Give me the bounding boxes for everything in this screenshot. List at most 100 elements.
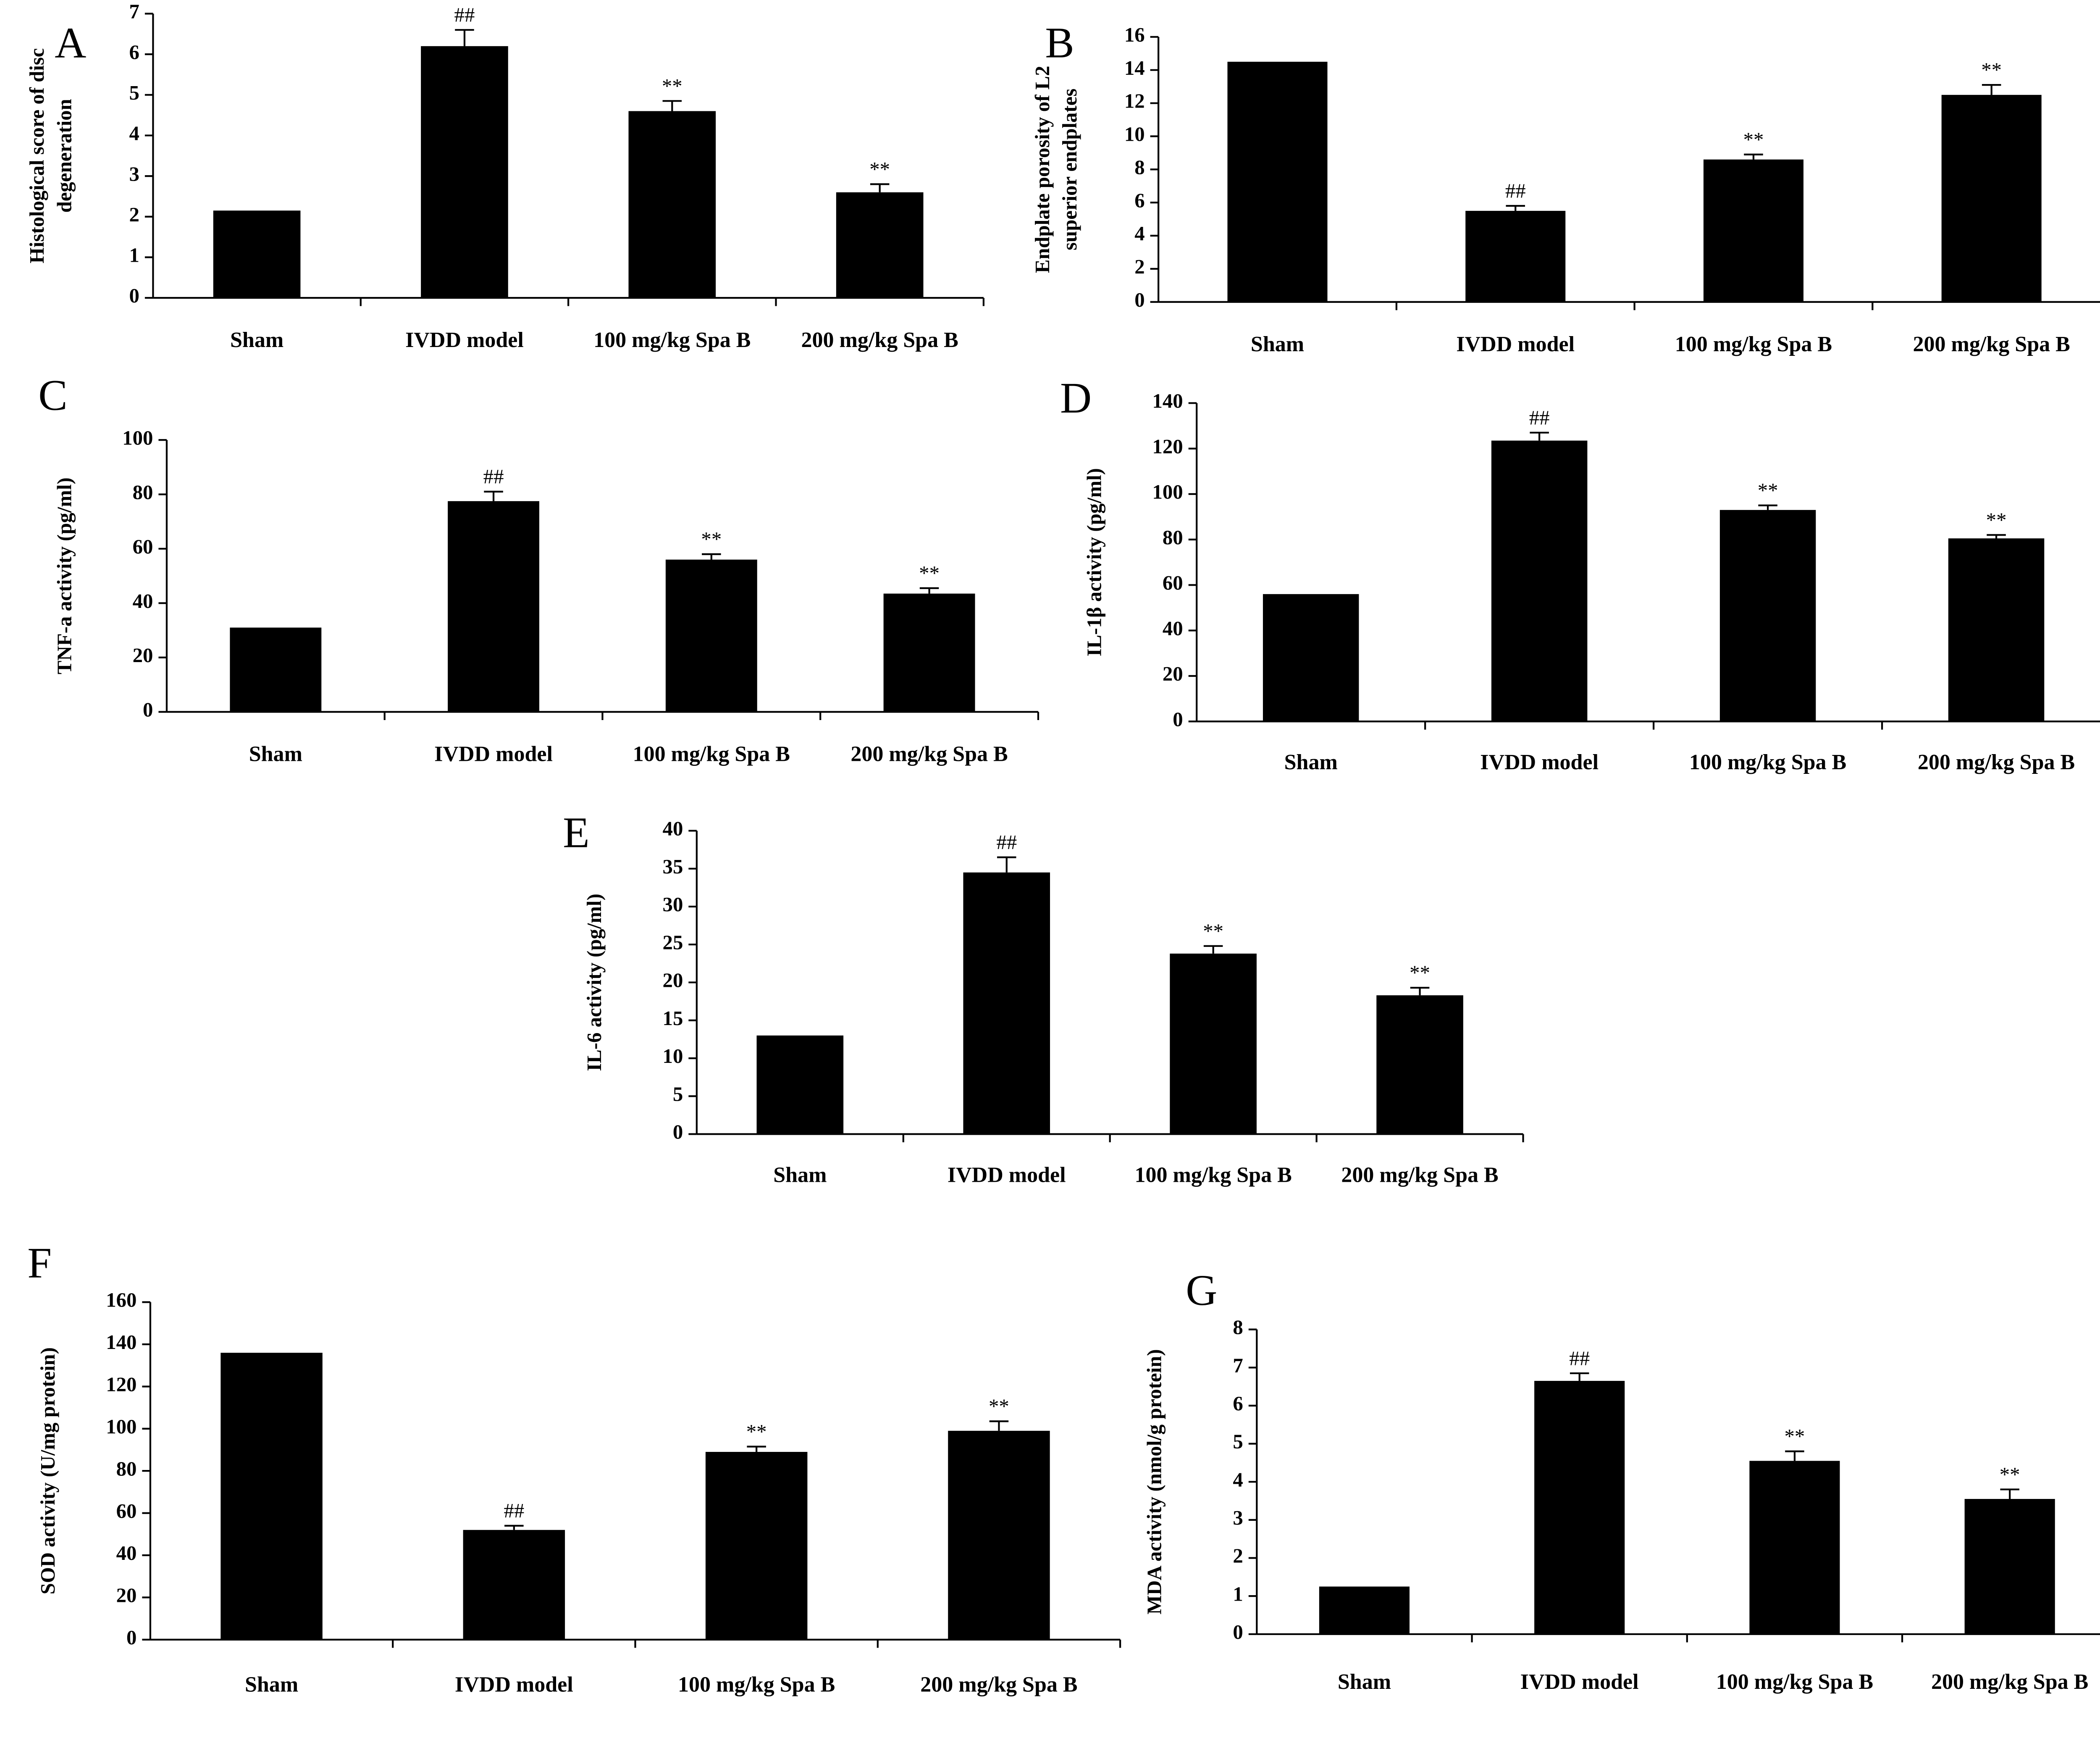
- y-tick-label: 15: [663, 1007, 683, 1030]
- panel-label: G: [1186, 1266, 1217, 1315]
- y-tick-label: 0: [1173, 708, 1183, 731]
- panel-label: A: [55, 18, 86, 67]
- significance-label: **: [1785, 1425, 1805, 1448]
- x-tick-label: 100 mg/kg Spa B: [1134, 1163, 1292, 1187]
- y-tick-label: 7: [1233, 1354, 1243, 1377]
- y-tick-label: 16: [1124, 24, 1145, 46]
- y-tick-label: 40: [133, 590, 153, 613]
- y-axis-label: degeneration: [53, 99, 76, 213]
- significance-label: ##: [483, 465, 504, 488]
- significance-label: ##: [504, 1499, 524, 1522]
- y-tick-label: 100: [122, 426, 153, 449]
- y-tick-label: 4: [129, 122, 139, 145]
- y-tick-label: 140: [1152, 390, 1183, 413]
- bar: [628, 111, 716, 298]
- bar: [1263, 594, 1359, 722]
- significance-label: **: [746, 1420, 767, 1443]
- y-tick-label: 14: [1124, 57, 1145, 79]
- y-tick-label: 8: [1233, 1316, 1243, 1339]
- panel-label: C: [38, 371, 67, 420]
- y-tick-label: 20: [116, 1584, 137, 1607]
- y-tick-label: 30: [663, 893, 683, 916]
- bar: [665, 560, 757, 712]
- y-tick-label: 6: [129, 41, 139, 63]
- x-tick-label: Sham: [1251, 332, 1304, 356]
- y-tick-label: 2: [1134, 255, 1144, 278]
- y-tick-label: 100: [106, 1415, 136, 1438]
- x-tick-label: IVDD model: [1480, 750, 1599, 774]
- y-tick-label: 120: [1152, 435, 1183, 458]
- y-tick-label: 6: [1233, 1392, 1243, 1415]
- bar: [1964, 1499, 2055, 1634]
- bar: [1170, 953, 1257, 1134]
- x-tick-label: 200 mg/kg Spa B: [1918, 750, 2075, 774]
- y-tick-label: 20: [1163, 663, 1183, 685]
- y-axis-label: IL-6 activity (pg/ml): [583, 894, 606, 1071]
- y-tick-label: 4: [1233, 1468, 1243, 1491]
- bar: [1719, 510, 1816, 722]
- y-tick-label: 4: [1134, 222, 1144, 245]
- bar: [963, 872, 1050, 1134]
- x-tick-label: 200 mg/kg Spa B: [1913, 332, 2070, 356]
- x-tick-label: 100 mg/kg Spa B: [633, 742, 790, 766]
- y-tick-label: 40: [1163, 617, 1183, 640]
- bar: [705, 1451, 808, 1640]
- y-tick-label: 1: [129, 244, 139, 267]
- x-tick-label: Sham: [230, 328, 284, 352]
- x-tick-label: 200 mg/kg Spa B: [1341, 1163, 1498, 1187]
- significance-label: **: [662, 75, 682, 97]
- significance-label: ##: [1569, 1347, 1590, 1370]
- x-tick-label: 200 mg/kg Spa B: [1931, 1670, 2088, 1694]
- x-tick-label: Sham: [245, 1672, 298, 1696]
- significance-label: ##: [454, 4, 475, 26]
- y-tick-label: 40: [663, 818, 683, 840]
- y-tick-label: 40: [116, 1542, 137, 1564]
- y-tick-label: 25: [663, 931, 683, 954]
- y-tick-label: 3: [1233, 1507, 1243, 1529]
- x-tick-label: Sham: [249, 742, 302, 766]
- significance-label: **: [701, 528, 722, 551]
- x-tick-label: 100 mg/kg Spa B: [593, 328, 751, 352]
- bar: [883, 593, 975, 712]
- bar: [1941, 95, 2042, 302]
- bar: [1703, 159, 1803, 302]
- y-tick-label: 60: [1163, 572, 1183, 594]
- x-tick-label: Sham: [1338, 1670, 1391, 1694]
- y-axis-label: SOD activity (U/mg protein): [37, 1347, 59, 1594]
- y-tick-label: 5: [129, 82, 139, 104]
- y-tick-label: 80: [133, 481, 153, 504]
- y-tick-label: 6: [1134, 189, 1144, 212]
- x-tick-label: 200 mg/kg Spa B: [801, 328, 958, 352]
- x-tick-label: 200 mg/kg Spa B: [920, 1672, 1077, 1696]
- significance-label: **: [989, 1395, 1009, 1418]
- bar: [836, 192, 924, 298]
- significance-label: **: [1986, 509, 2007, 531]
- y-tick-label: 80: [116, 1457, 137, 1480]
- panel-label: E: [563, 808, 590, 857]
- x-tick-label: IVDD model: [434, 742, 553, 766]
- x-tick-label: 100 mg/kg Spa B: [1689, 750, 1846, 774]
- significance-label: **: [869, 158, 890, 181]
- y-tick-label: 3: [129, 163, 139, 185]
- y-axis-label: MDA activity (nmol/g protein): [1143, 1349, 1166, 1614]
- panel-label: F: [27, 1238, 52, 1287]
- y-tick-label: 35: [663, 855, 683, 878]
- y-tick-label: 0: [129, 284, 139, 307]
- bar: [230, 627, 322, 712]
- significance-label: **: [1410, 962, 1430, 984]
- y-axis-label: Endplate porosity of L2: [1031, 66, 1054, 273]
- bar: [1491, 440, 1588, 722]
- y-axis-label: IL-1β activity (pg/ml): [1083, 468, 1106, 656]
- bar: [1227, 61, 1328, 302]
- x-tick-label: Sham: [1284, 750, 1338, 774]
- x-tick-label: Sham: [773, 1163, 827, 1187]
- y-tick-label: 5: [1233, 1430, 1243, 1453]
- significance-label: **: [2000, 1463, 2020, 1486]
- panel-label: D: [1060, 373, 1092, 422]
- y-tick-label: 0: [1233, 1621, 1243, 1643]
- bar: [421, 46, 508, 298]
- y-axis-label: Histological score of disc: [26, 48, 48, 263]
- y-tick-label: 60: [116, 1500, 137, 1522]
- bar: [1534, 1380, 1625, 1634]
